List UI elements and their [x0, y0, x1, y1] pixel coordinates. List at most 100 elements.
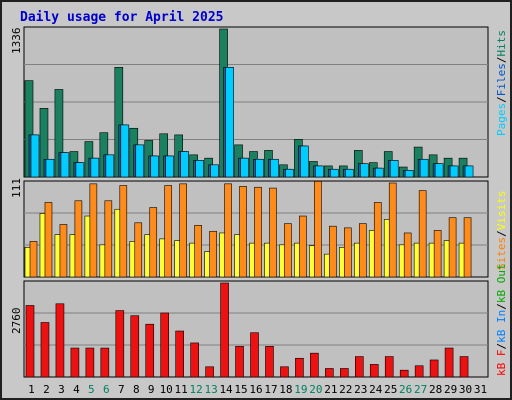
pages-bar: [60, 152, 70, 178]
day-label: 5: [88, 383, 95, 396]
kb-f-bar: [70, 347, 80, 378]
sites-bar: [388, 182, 397, 278]
sites-bar: [254, 186, 262, 278]
sites-bar: [44, 202, 53, 278]
pages-bar: [434, 163, 444, 178]
legend-sep: /: [495, 96, 508, 103]
pages-bar: [210, 164, 219, 178]
day-label: 30: [459, 383, 472, 396]
sites-bar: [89, 183, 98, 278]
kb-f-bar: [399, 369, 409, 378]
sites-bar: [269, 187, 277, 278]
pages-bar: [300, 145, 309, 178]
kb-f-bar: [55, 303, 65, 378]
pages-bar: [404, 170, 414, 178]
kb-f-bar: [354, 356, 364, 378]
day-label: 17: [264, 383, 277, 396]
day-label: 20: [309, 383, 322, 396]
day-label: 23: [354, 383, 367, 396]
sites-bar: [239, 186, 247, 278]
legend-pages: Pages: [495, 102, 508, 136]
sites-bar: [104, 200, 113, 278]
kb-f-bar: [384, 356, 394, 378]
kb-f-bar: [265, 346, 274, 378]
day-label: 27: [414, 383, 427, 396]
panel2-legend: Sites/Visits: [495, 191, 508, 271]
pages-bar: [30, 134, 40, 178]
day-label: 9: [148, 383, 155, 396]
sites-bar: [59, 224, 68, 278]
kb-f-bar: [280, 366, 289, 378]
panel1-legend: Pages/Files/Hits: [495, 30, 508, 136]
pages-bar: [120, 124, 130, 178]
kb-f-bar: [160, 312, 170, 378]
sites-bar: [149, 207, 158, 278]
pages-bar: [75, 162, 85, 178]
day-label: 8: [133, 383, 140, 396]
sites-bar: [373, 202, 382, 278]
day-label: 7: [118, 383, 125, 396]
kb-f-bar: [340, 368, 349, 378]
pages-bar: [330, 168, 339, 178]
day-label: 13: [204, 383, 217, 396]
kb-f-bar: [40, 322, 50, 378]
day-label: 16: [249, 383, 262, 396]
panel3-legend: kB F/kB In/kB Out: [495, 263, 508, 376]
day-label: 3: [58, 383, 65, 396]
sites-bar: [403, 232, 412, 278]
day-label: 29: [444, 383, 457, 396]
pages-bar: [255, 158, 264, 178]
pages-bar: [45, 158, 55, 178]
sites-bar: [74, 200, 83, 278]
sites-bar: [299, 215, 307, 278]
pages-bar: [240, 157, 249, 178]
pages-bar: [135, 144, 145, 178]
kb-f-bar: [444, 347, 454, 378]
day-label: 15: [234, 383, 247, 396]
sites-bar: [463, 217, 472, 278]
sites-bar: [314, 181, 322, 278]
pages-bar: [150, 155, 160, 178]
day-label: 12: [190, 383, 203, 396]
chart-title: Daily usage for April 2025: [20, 10, 224, 25]
kb-f-bar: [414, 365, 424, 378]
sites-bar: [179, 183, 187, 278]
day-label: 31: [474, 383, 487, 396]
sites-bar: [29, 241, 38, 278]
day-label: 22: [339, 383, 352, 396]
kb-f-bar: [85, 347, 95, 378]
sites-bar: [164, 185, 173, 278]
legend-sep: /: [495, 230, 508, 237]
sites-bar: [284, 223, 292, 278]
kb-f-bar: [250, 332, 259, 378]
kb-f-bar: [295, 357, 304, 378]
panel1-ymax: 1336: [10, 27, 23, 55]
legend-kb-f: kB F: [495, 349, 508, 377]
legend-visits: Visits: [495, 190, 508, 231]
day-label: 26: [399, 383, 412, 396]
day-label: 25: [384, 383, 397, 396]
day-label: 4: [73, 383, 80, 396]
sites-bar: [329, 225, 337, 278]
pages-bar: [389, 160, 399, 178]
kb-f-bar: [429, 359, 439, 378]
sites-bar: [448, 217, 457, 278]
day-label: 6: [103, 383, 110, 396]
day-label: 2: [43, 383, 50, 396]
sites-bar: [418, 190, 427, 278]
sites-bar: [358, 223, 367, 278]
pages-bar: [419, 158, 429, 178]
legend-sep: /: [495, 342, 508, 350]
pages-bar: [165, 155, 175, 178]
sites-bar: [209, 230, 217, 278]
legend-sep: /: [495, 303, 508, 310]
panel2-ymax: 111: [10, 178, 23, 198]
pages-bar: [359, 163, 369, 178]
kb-f-bar: [310, 352, 319, 378]
sites-bar: [433, 230, 442, 278]
kb-f-bar: [175, 330, 184, 378]
day-label: 18: [279, 383, 292, 396]
day-label: 11: [175, 383, 188, 396]
kb-f-bar: [25, 305, 35, 378]
